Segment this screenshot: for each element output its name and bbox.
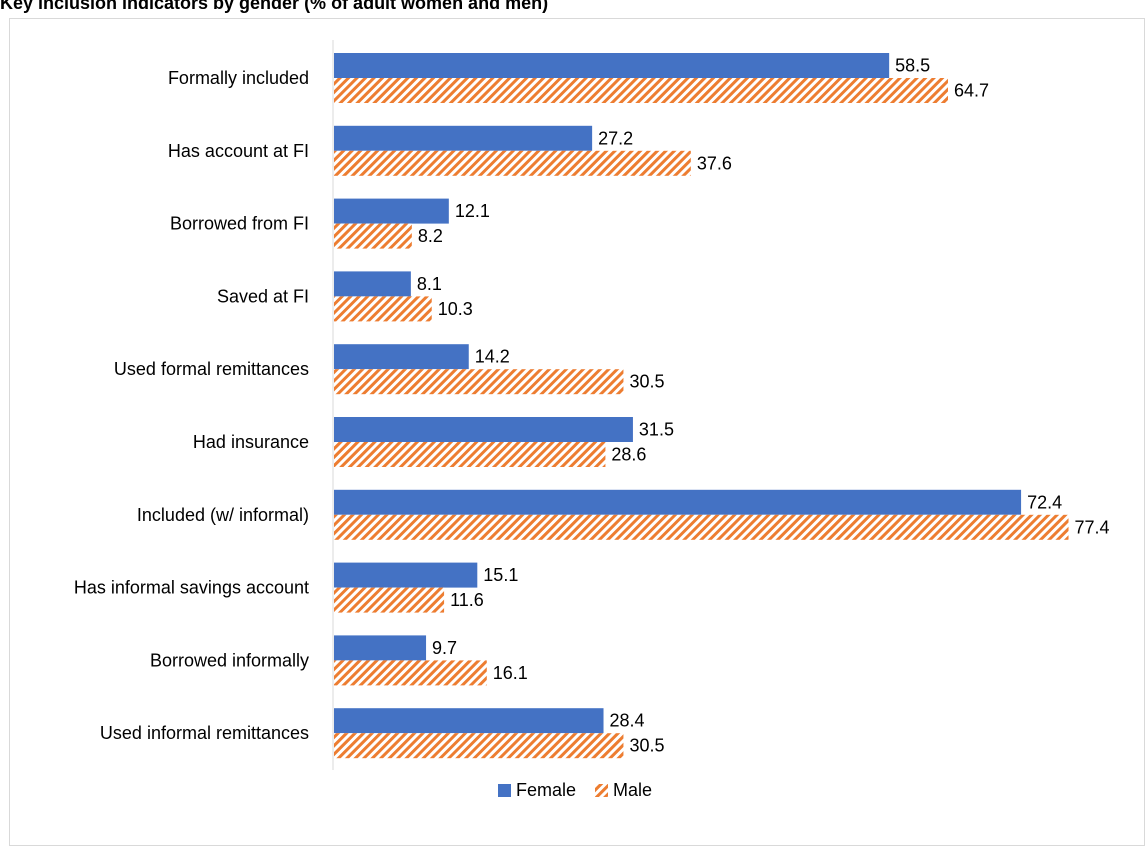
bar-male [334, 223, 412, 249]
data-label-male: 30.5 [629, 372, 664, 392]
category-label: Borrowed from FI [170, 214, 309, 234]
data-label-female: 58.5 [895, 56, 930, 76]
bar-female [334, 53, 890, 78]
data-label-female: 14.2 [475, 347, 510, 367]
category-label: Formally included [168, 68, 309, 88]
bar-female [334, 562, 478, 588]
category-label: Had insurance [193, 432, 309, 452]
data-label-female: 27.2 [598, 128, 633, 148]
bar-female [334, 708, 604, 734]
data-label-female: 15.1 [483, 565, 518, 585]
bar-female [334, 417, 633, 442]
data-label-male: 37.6 [697, 153, 732, 173]
data-label-female: 9.7 [432, 638, 457, 658]
data-label-male: 8.2 [418, 226, 443, 246]
bar-male [334, 733, 624, 759]
bar-female [334, 198, 449, 224]
category-label: Included (w/ informal) [137, 505, 309, 525]
category-label: Used formal remittances [114, 359, 309, 379]
category-label: Borrowed informally [150, 650, 309, 670]
data-label-male: 64.7 [954, 81, 989, 101]
labels-group: Formally included 58.5 64.7 Has account at … [74, 56, 1110, 756]
data-label-female: 72.4 [1027, 492, 1062, 512]
bar-female [334, 635, 427, 661]
bar-male [334, 442, 606, 467]
bar-female [334, 125, 593, 151]
data-label-female: 31.5 [639, 420, 674, 440]
data-label-male: 11.6 [450, 590, 484, 610]
bar-male [334, 587, 445, 613]
data-label-male: 10.3 [438, 299, 473, 319]
bar-female [334, 489, 1022, 515]
category-label: Has informal savings account [74, 578, 309, 598]
legend-swatch-female [498, 784, 511, 797]
data-label-male: 16.1 [493, 663, 528, 683]
legend: Female Male [498, 780, 652, 800]
data-label-male: 77.4 [1075, 517, 1110, 537]
data-label-female: 12.1 [455, 201, 490, 221]
bar-female [334, 344, 469, 370]
category-label: Saved at FI [217, 286, 309, 306]
chart-title: Key inclusion indicators by gender (% of… [0, 0, 549, 13]
bar-female [334, 271, 411, 297]
category-label: Has account at FI [168, 141, 309, 161]
legend-label-male: Male [613, 780, 652, 800]
legend-label-female: Female [516, 780, 576, 800]
bar-male [334, 296, 432, 322]
bar-male [334, 514, 1069, 540]
bar-male [334, 150, 691, 176]
data-label-female: 28.4 [610, 711, 645, 731]
legend-swatch-male [595, 784, 608, 797]
bar-male [334, 660, 487, 686]
bar-male [334, 78, 949, 103]
bars-group [334, 53, 1069, 759]
data-label-male: 28.6 [611, 445, 646, 465]
category-label: Used informal remittances [100, 723, 309, 743]
data-label-female: 8.1 [417, 274, 442, 294]
data-label-male: 30.5 [629, 736, 664, 756]
bar-male [334, 369, 624, 395]
